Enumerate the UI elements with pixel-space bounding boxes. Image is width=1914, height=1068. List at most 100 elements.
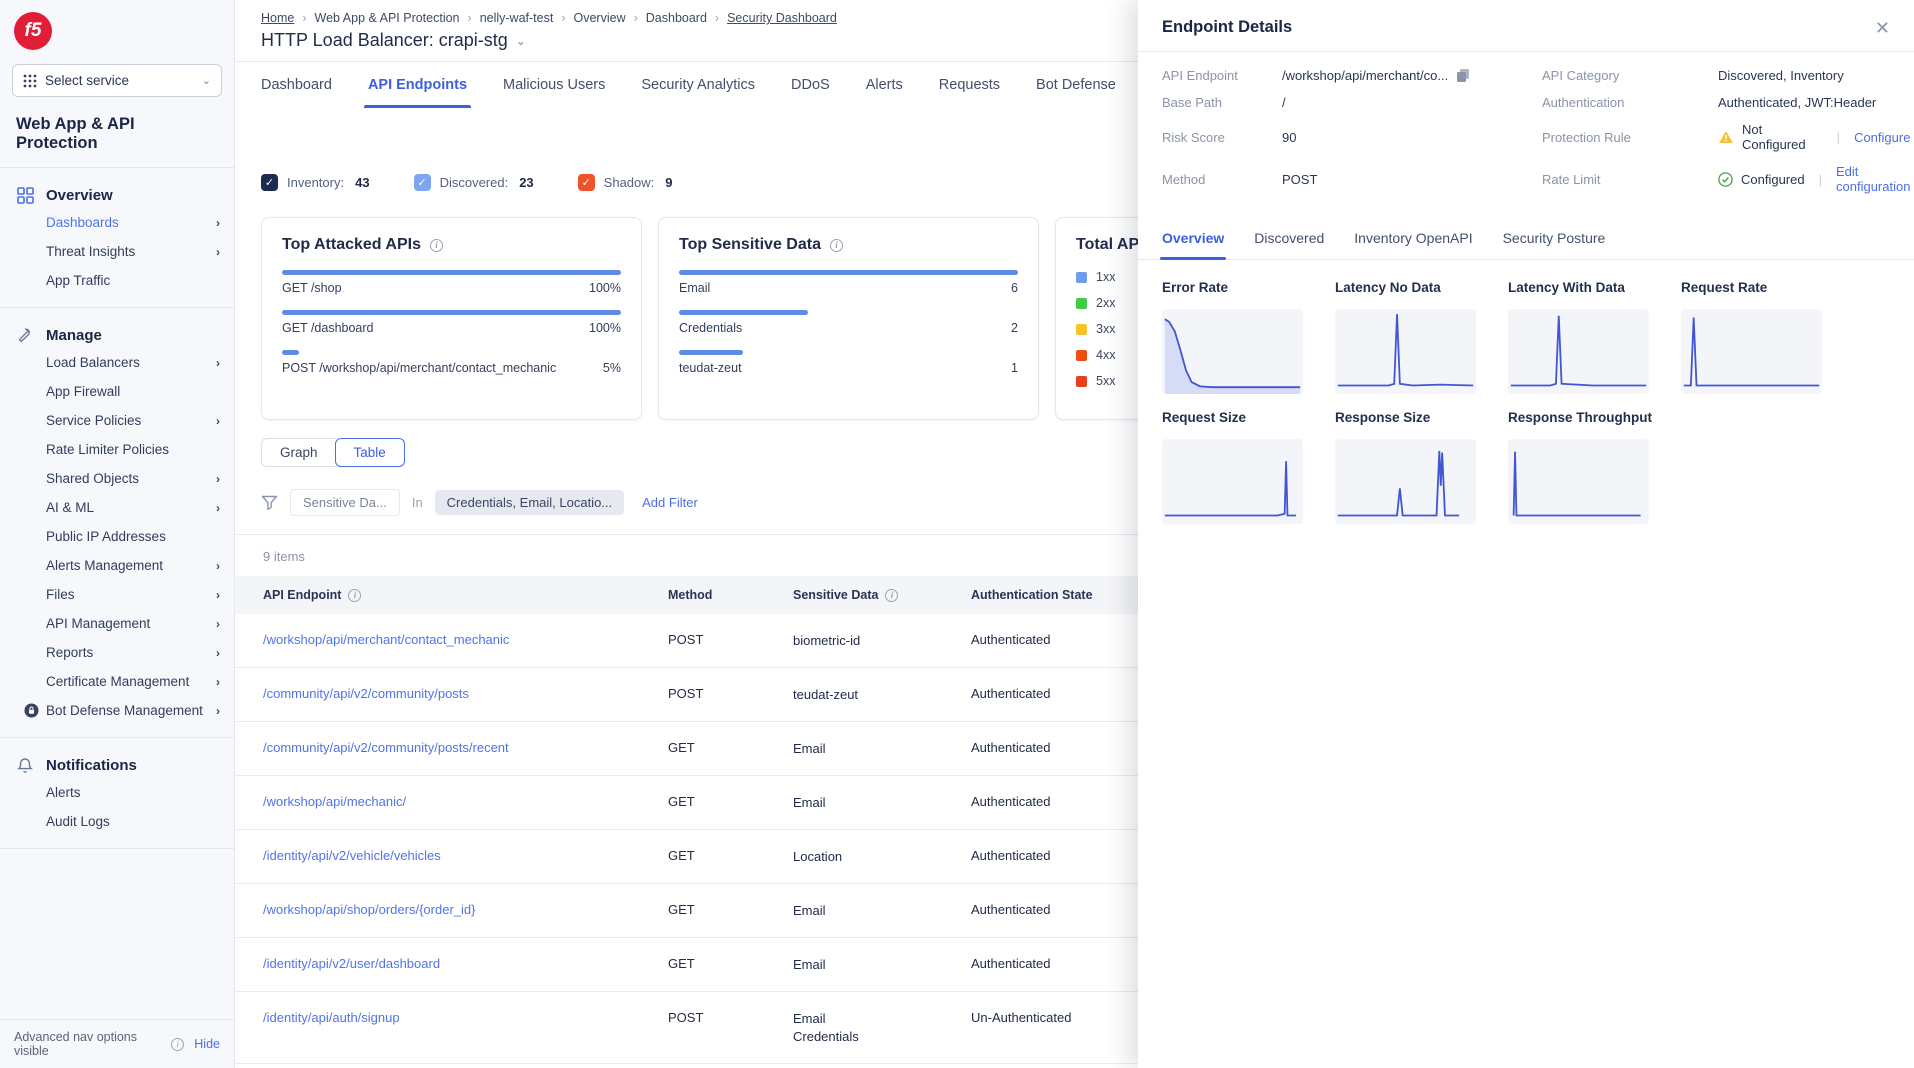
add-filter-button[interactable]: Add Filter <box>642 495 698 510</box>
tab-security-analytics[interactable]: Security Analytics <box>641 62 755 108</box>
sensitive-value: Email <box>793 902 971 920</box>
app-grid-icon <box>23 74 37 88</box>
hide-nav-button[interactable]: Hide <box>194 1037 220 1051</box>
nav-section-manage-header[interactable]: Manage <box>0 322 234 348</box>
chevron-right-icon: › <box>216 646 220 660</box>
close-icon[interactable]: ✕ <box>1875 19 1890 37</box>
info-icon[interactable]: i <box>830 239 843 252</box>
sidebar-item-files[interactable]: Files › <box>0 580 234 609</box>
endpoint-link[interactable]: /identity/api/v2/vehicle/vehicles <box>263 848 441 863</box>
breadcrumb-current[interactable]: Security Dashboard <box>727 11 837 25</box>
tab-malicious-users[interactable]: Malicious Users <box>503 62 605 108</box>
sidebar-item-alerts-management[interactable]: Alerts Management › <box>0 551 234 580</box>
breadcrumb-home[interactable]: Home <box>261 11 294 25</box>
f5-logo-icon: f5 <box>14 12 52 50</box>
sidebar-item-certificate-management[interactable]: Certificate Management › <box>0 667 234 696</box>
endpoint-link[interactable]: /community/api/v2/community/posts <box>263 686 469 701</box>
chevron-right-icon: › <box>216 588 220 602</box>
sidebar-item-bot-defense-management[interactable]: Bot Defense Management › <box>0 696 234 725</box>
checkbox-discovered[interactable]: ✓ Discovered:23 <box>414 174 534 191</box>
nav-section-title: Notifications <box>46 757 137 774</box>
sparkline-chart[interactable] <box>1681 309 1822 394</box>
field-label: Authentication <box>1542 95 1710 110</box>
method-cell: POST <box>668 614 793 664</box>
sparkline-chart[interactable] <box>1508 309 1649 394</box>
breadcrumb-item[interactable]: Overview <box>574 11 626 25</box>
column-header-sensitive-data[interactable]: Sensitive Datai <box>793 588 971 602</box>
copy-icon[interactable] <box>1456 68 1470 83</box>
checkbox-inventory[interactable]: ✓ Inventory:43 <box>261 174 370 191</box>
table-view-button[interactable]: Table <box>335 438 405 467</box>
breadcrumb-item[interactable]: Dashboard <box>646 11 707 25</box>
tab-dashboard[interactable]: Dashboard <box>261 62 332 108</box>
column-header-authentication-state[interactable]: Authentication State <box>971 588 1151 602</box>
sparkline-chart[interactable] <box>1508 439 1649 524</box>
info-icon[interactable]: i <box>348 589 361 602</box>
sidebar-item-label: Rate Limiter Policies <box>46 442 220 457</box>
breadcrumb-item[interactable]: nelly-waf-test <box>480 11 554 25</box>
tab-alerts[interactable]: Alerts <box>866 62 903 108</box>
stat-label: Email <box>679 281 710 295</box>
chart-title: Request Rate <box>1681 280 1822 295</box>
chart-error-rate: Error Rate <box>1162 280 1303 394</box>
sidebar-item-threat-insights[interactable]: Threat Insights › <box>0 237 234 266</box>
service-selector[interactable]: Select service ⌄ <box>12 64 222 97</box>
sidebar-item-shared-objects[interactable]: Shared Objects › <box>0 464 234 493</box>
filter-field-chip[interactable]: Sensitive Da... <box>290 489 400 516</box>
field-value-protection-rule: Not Configured | Configure <box>1718 122 1910 152</box>
sidebar-item-dashboards[interactable]: Dashboards › <box>0 208 234 237</box>
sparkline-chart[interactable] <box>1335 309 1476 394</box>
endpoint-link[interactable]: /workshop/api/merchant/contact_mechanic <box>263 632 509 647</box>
sidebar-item-alerts[interactable]: Alerts <box>0 778 234 807</box>
info-icon[interactable]: i <box>430 239 443 252</box>
page-title: HTTP Load Balancer: crapi-stg <box>261 30 508 51</box>
tab-ddos[interactable]: DDoS <box>791 62 830 108</box>
configure-link[interactable]: Configure <box>1854 130 1910 145</box>
sidebar-item-audit-logs[interactable]: Audit Logs <box>0 807 234 836</box>
nav-section-overview-header[interactable]: Overview <box>0 182 234 208</box>
edit-configuration-link[interactable]: Edit configuration <box>1836 164 1910 194</box>
panel-tab-security-posture[interactable]: Security Posture <box>1503 216 1606 259</box>
nav-section-notifications-header[interactable]: Notifications <box>0 752 234 778</box>
filter-value-chip[interactable]: Credentials, Email, Locatio... <box>435 490 624 515</box>
sidebar-item-label: Alerts Management <box>46 558 216 573</box>
column-header-method[interactable]: Method <box>668 588 793 602</box>
tab-bot-defense[interactable]: Bot Defense <box>1036 62 1116 108</box>
tab-api-endpoints[interactable]: API Endpoints <box>368 62 467 108</box>
legend-label: 4xx <box>1096 348 1115 362</box>
graph-view-button[interactable]: Graph <box>261 438 336 467</box>
chart-response-size: Response Size <box>1335 410 1476 524</box>
breadcrumb-item[interactable]: Web App & API Protection <box>315 11 460 25</box>
panel-tab-inventory-openapi[interactable]: Inventory OpenAPI <box>1354 216 1472 259</box>
auth-cell: Authenticated <box>971 884 1151 934</box>
endpoint-link[interactable]: /identity/api/auth/signup <box>263 1010 400 1025</box>
sidebar-item-service-policies[interactable]: Service Policies › <box>0 406 234 435</box>
sidebar-item-api-management[interactable]: API Management › <box>0 609 234 638</box>
sidebar-item-app-firewall[interactable]: App Firewall <box>0 377 234 406</box>
endpoint-link[interactable]: /workshop/api/mechanic/ <box>263 794 406 809</box>
endpoint-link[interactable]: /community/api/v2/community/posts/recent <box>263 740 509 755</box>
sidebar-item-rate-limiter-policies[interactable]: Rate Limiter Policies <box>0 435 234 464</box>
field-value: /workshop/api/merchant/co... <box>1282 68 1448 83</box>
tab-requests[interactable]: Requests <box>939 62 1000 108</box>
sidebar-item-public-ip-addresses[interactable]: Public IP Addresses <box>0 522 234 551</box>
checkbox-shadow[interactable]: ✓ Shadow:9 <box>578 174 673 191</box>
sidebar-item-ai-ml[interactable]: AI & ML › <box>0 493 234 522</box>
sidebar-item-load-balancers[interactable]: Load Balancers › <box>0 348 234 377</box>
column-header-api-endpoint[interactable]: API Endpointi <box>263 588 668 602</box>
endpoint-link[interactable]: /identity/api/v2/user/dashboard <box>263 956 440 971</box>
chevron-down-icon[interactable]: ⌄ <box>516 34 526 48</box>
info-icon[interactable]: i <box>885 589 898 602</box>
sidebar-item-label: AI & ML <box>46 500 216 515</box>
sidebar-item-app-traffic[interactable]: App Traffic <box>0 266 234 295</box>
chart-title: Latency No Data <box>1335 280 1476 295</box>
panel-tab-discovered[interactable]: Discovered <box>1254 216 1324 259</box>
endpoint-link[interactable]: /workshop/api/shop/orders/{order_id} <box>263 902 475 917</box>
checkbox-count: 9 <box>665 175 672 190</box>
sparkline-chart[interactable] <box>1162 309 1303 394</box>
sparkline-chart[interactable] <box>1162 439 1303 524</box>
sidebar-item-reports[interactable]: Reports › <box>0 638 234 667</box>
sparkline-chart[interactable] <box>1335 439 1476 524</box>
panel-tab-overview[interactable]: Overview <box>1162 216 1224 259</box>
breadcrumb-separator: › <box>561 11 565 25</box>
